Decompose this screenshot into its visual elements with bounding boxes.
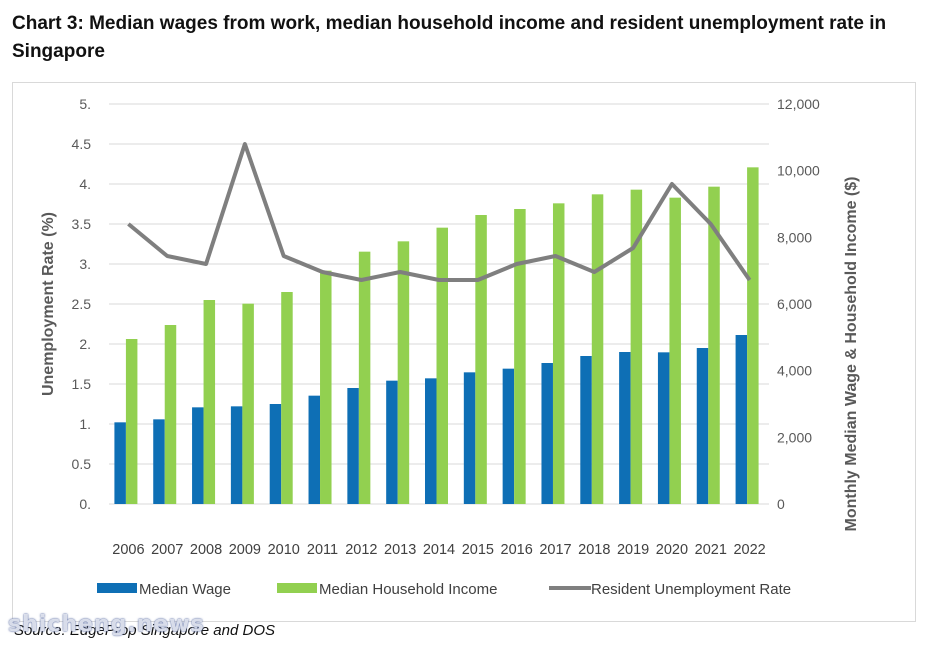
legend-label: Median Wage (139, 581, 231, 598)
household-income-bar (552, 203, 565, 504)
y-left-tick-label: 3.5 (72, 216, 92, 232)
y-left-tick-label: 2.5 (72, 296, 92, 312)
median-wage-bar (541, 363, 553, 504)
household-income-bar (358, 251, 371, 504)
x-tick-label: 2017 (539, 542, 571, 558)
y-left-axis-title: Unemployment Rate (%) (40, 212, 57, 396)
legend-label: Median Household Income (319, 581, 497, 598)
y-right-tick-label: 0 (777, 496, 785, 512)
y-left-tick-label: 4.5 (72, 136, 92, 152)
median-wage-bar (657, 352, 670, 504)
x-tick-label: 2018 (578, 542, 610, 558)
median-wage-bar (230, 406, 243, 504)
median-wage-bar (696, 348, 709, 504)
median-wage-bar (580, 356, 592, 504)
x-tick-label: 2015 (462, 542, 494, 558)
median-wage-bar (735, 335, 748, 504)
median-wage-bar (463, 372, 476, 504)
x-tick-label: 2011 (307, 542, 338, 558)
legend-swatch (97, 583, 137, 593)
y-left-tick-label: 0. (79, 496, 91, 512)
median-wage-bar (153, 419, 165, 504)
y-left-tick-label: 1.5 (72, 376, 92, 392)
watermark: shicheng.news (8, 612, 205, 637)
x-tick-label: 2010 (268, 542, 300, 558)
source-note: Source: EdgeProp Singapore and DOS (14, 622, 275, 639)
x-tick-label: 2019 (617, 542, 649, 558)
median-wage-bar (114, 422, 126, 504)
y-right-tick-label: 10,000 (777, 163, 820, 179)
y-left-tick-label: 2. (79, 336, 91, 352)
household-income-bar (669, 197, 681, 504)
x-tick-label: 2022 (733, 542, 765, 558)
x-tick-label: 2012 (345, 542, 377, 558)
household-income-bar (747, 167, 759, 504)
y-right-tick-label: 4,000 (777, 363, 812, 379)
household-income-bar (630, 189, 643, 504)
x-tick-label: 2013 (384, 542, 416, 558)
household-income-bar (125, 339, 138, 504)
median-wage-bar (502, 368, 515, 504)
household-income-bar (320, 270, 332, 504)
y-right-tick-label: 12,000 (777, 96, 820, 112)
x-tick-label: 2008 (190, 542, 222, 558)
y-right-tick-label: 8,000 (777, 229, 812, 245)
x-tick-label: 2007 (151, 542, 183, 558)
household-income-bar (514, 209, 526, 504)
y-right-axis-title: Monthly Median Wage & Household Income (… (843, 177, 860, 532)
x-tick-label: 2014 (423, 542, 455, 558)
household-income-bar (475, 215, 487, 504)
household-income-bar (281, 292, 293, 504)
household-income-bar (397, 241, 410, 505)
x-tick-label: 2020 (656, 542, 688, 558)
y-left-tick-label: 5. (79, 96, 91, 112)
y-left-tick-label: 1. (79, 416, 91, 432)
y-left-tick-label: 0.5 (72, 456, 92, 472)
x-tick-label: 2006 (112, 542, 144, 558)
legend-swatch (277, 583, 317, 593)
chart-title: Chart 3: Median wages from work, median … (12, 13, 887, 62)
chart-area: 0. 0.5 1. 1.5 2. 2.5 3. 3.5 4. 4.5 5. 0 2,000 4,000 6,… (12, 82, 916, 622)
y-left-tick-label: 3. (79, 256, 91, 272)
y-left-tick-label: 4. (79, 176, 91, 192)
median-wage-bar (308, 395, 321, 504)
median-wage-bar (269, 404, 282, 504)
median-wage-bar (192, 407, 204, 504)
median-wage-bar (425, 378, 437, 504)
median-wage-bar (386, 380, 398, 504)
median-wage-bar (619, 352, 631, 504)
household-income-bar (436, 227, 448, 504)
combo-chart: 0. 0.5 1. 1.5 2. 2.5 3. 3.5 4. 4.5 5. 0 2,000 4,000 6,… (40, 96, 860, 598)
household-income-bar (242, 303, 254, 504)
median-wage-bar (347, 388, 359, 504)
x-tick-label: 2009 (229, 542, 261, 558)
household-income-bar (708, 186, 720, 504)
x-tick-label: 2016 (501, 542, 533, 558)
legend-label: Resident Unemployment Rate (591, 581, 791, 598)
x-tick-label: 2021 (695, 542, 727, 558)
household-income-bar (203, 300, 216, 504)
household-income-bar (164, 325, 177, 504)
y-right-tick-label: 6,000 (777, 296, 812, 312)
household-income-bar (591, 194, 604, 504)
y-right-tick-label: 2,000 (777, 429, 812, 445)
